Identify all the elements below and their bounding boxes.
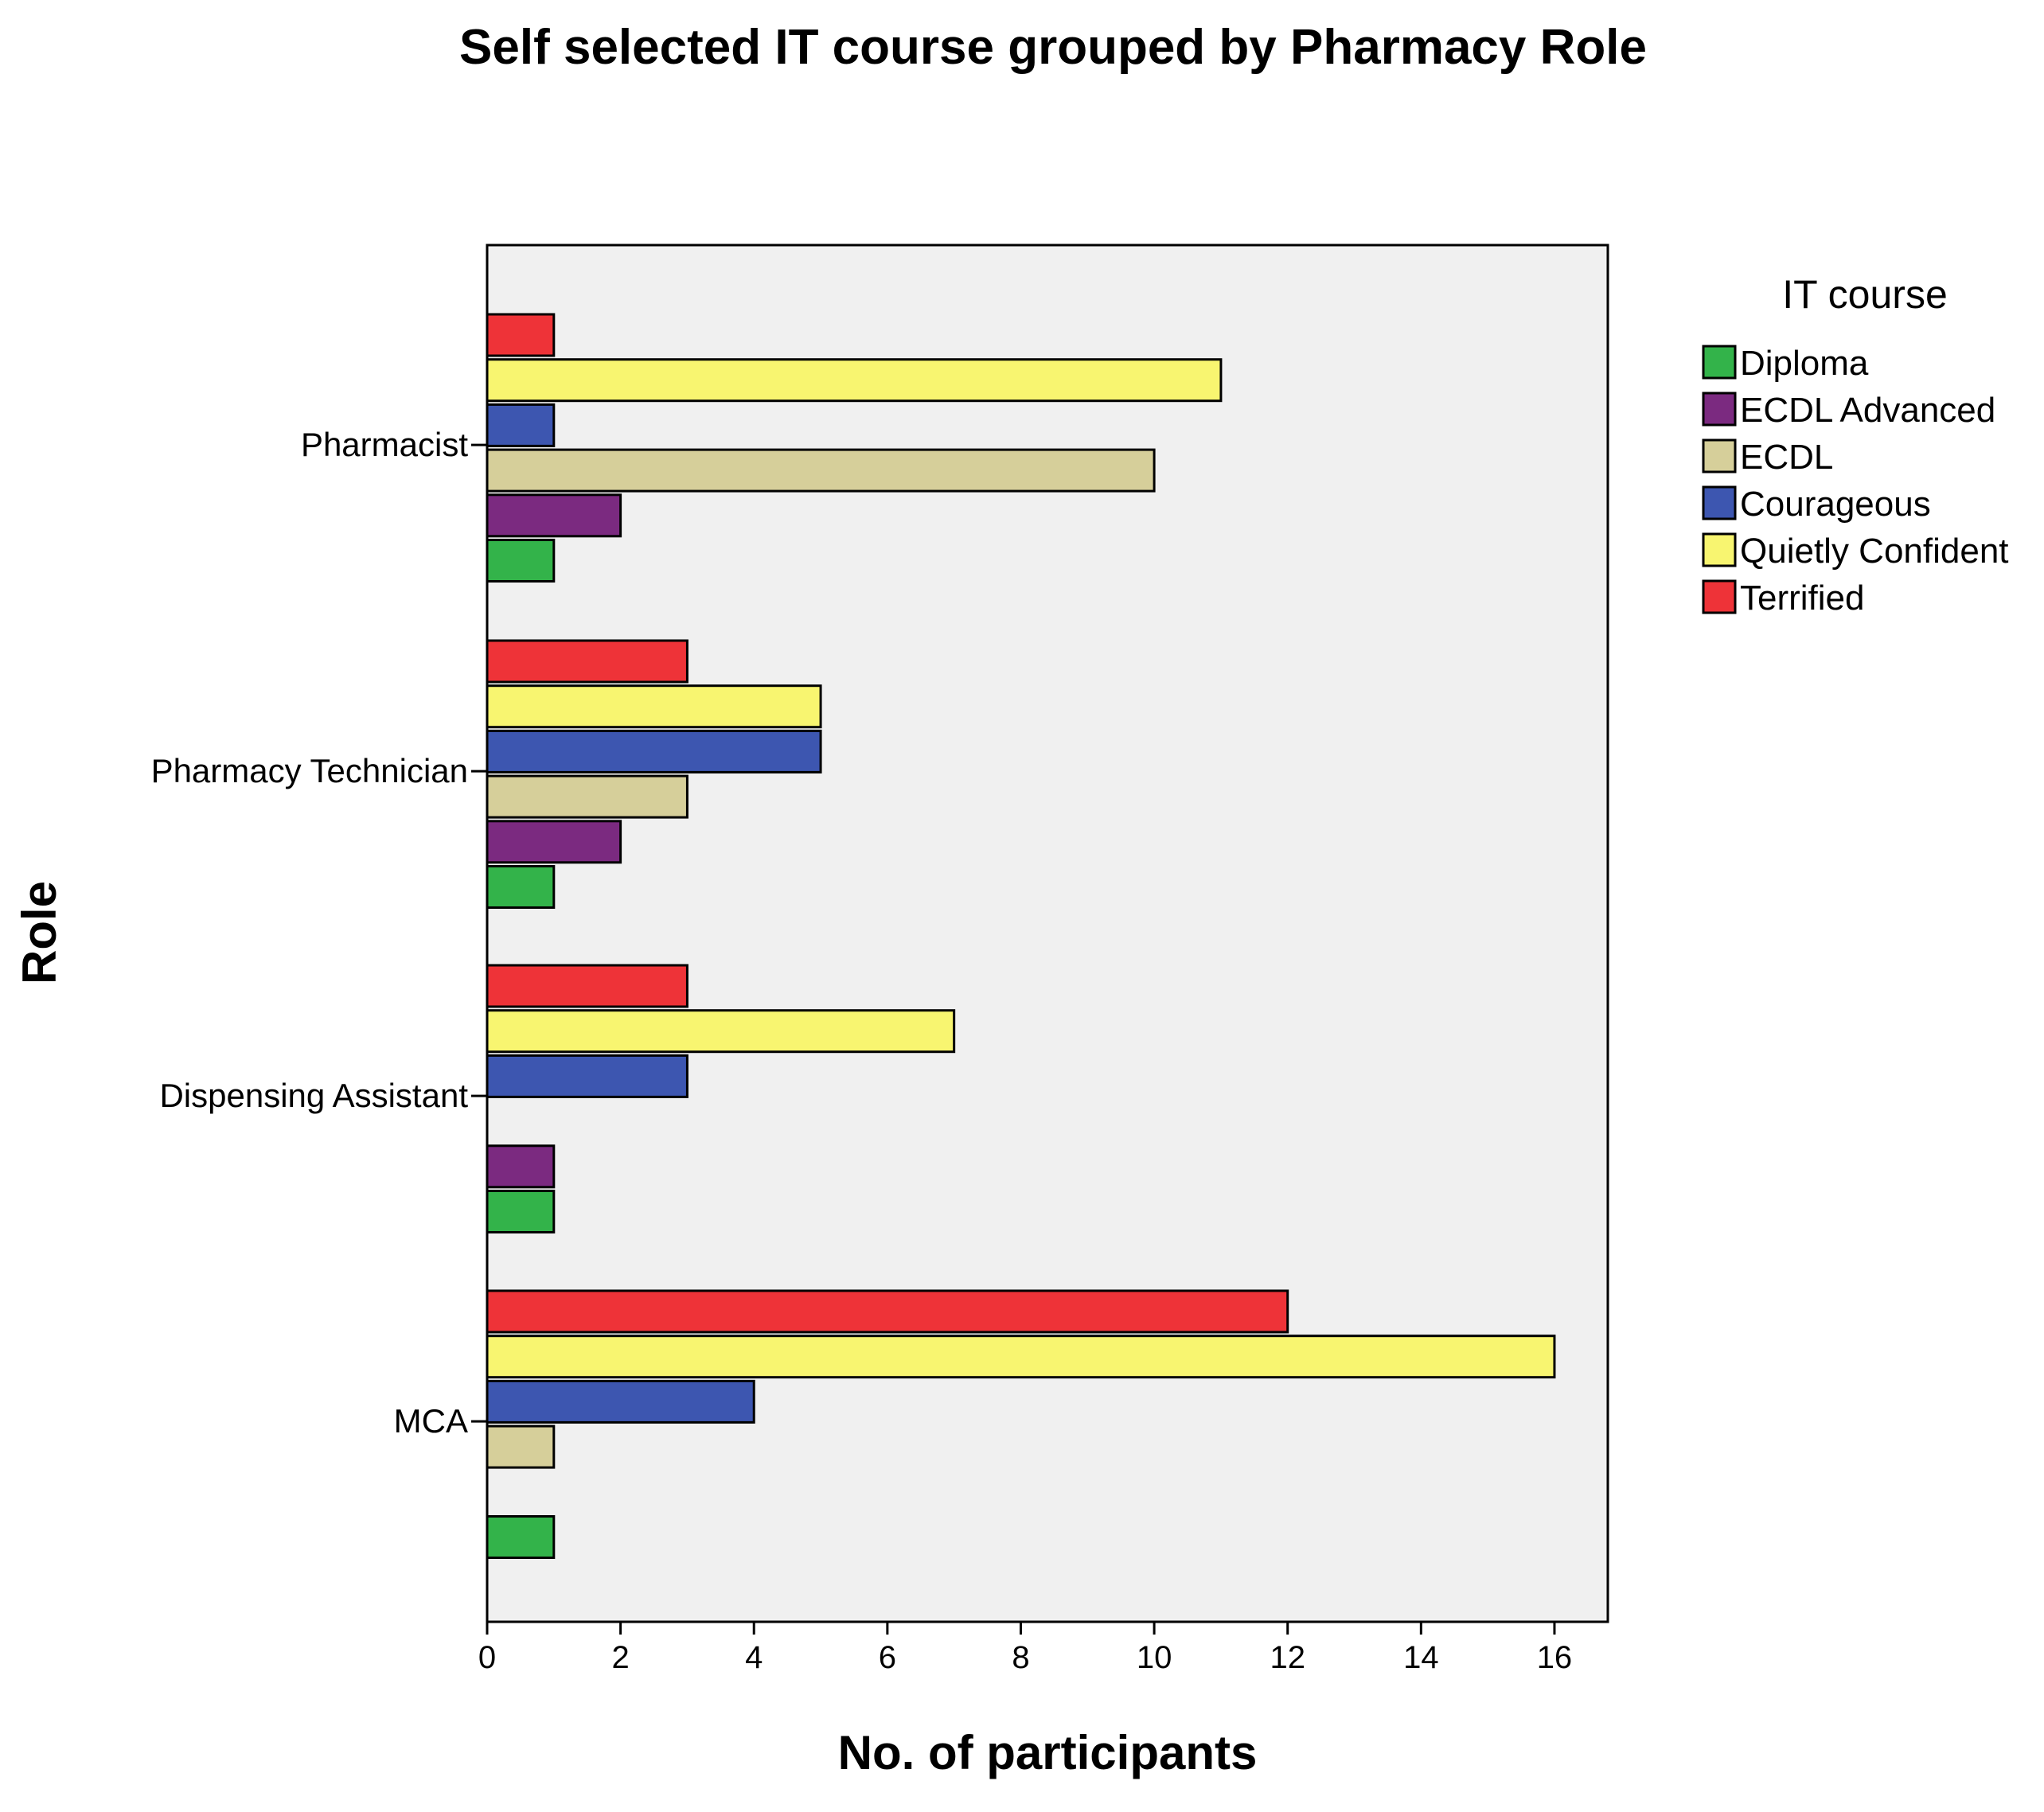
bar-pharmacy-technician-courageous: [486, 729, 822, 774]
legend-swatch-ecdl: [1702, 438, 1737, 473]
bar-pharmacist-terrified: [486, 313, 556, 357]
legend-label-terrified: Terrified: [1740, 579, 1865, 618]
legend: IT course Diploma ECDL Advanced ECDL Courag…: [1702, 272, 2009, 618]
legend-label-courageous: Courageous: [1740, 485, 1931, 524]
bar-pharmacist-ecdl: [486, 448, 1156, 493]
x-axis: 0 2 4 6 8 10 12 14 16: [478, 1622, 1572, 1675]
bar-pharmacy-technician-diploma: [486, 865, 556, 909]
x-tick-label: 0: [478, 1640, 496, 1675]
x-tick-label: 6: [879, 1640, 896, 1675]
bars-group: [486, 313, 1556, 1559]
legend-swatch-ecdl-advanced: [1702, 392, 1737, 427]
bar-pharmacy-technician-quietly-confident: [486, 684, 822, 729]
bar-pharmacist-ecdl-advanced: [486, 493, 622, 538]
bar-dispensing-assistant-courageous: [486, 1054, 688, 1098]
legend-title: IT course: [1782, 272, 1948, 317]
bar-pharmacist-diploma: [486, 539, 556, 583]
y-axis: Pharmacist Pharmacy Technician Dispensing …: [151, 426, 487, 1440]
bar-mca-terrified: [486, 1289, 1289, 1334]
legend-swatch-terrified: [1702, 579, 1737, 614]
bar-mca-ecdl: [486, 1424, 556, 1469]
y-tick-label-dispensing-assistant: Dispensing Assistant: [159, 1077, 468, 1114]
chart-title: Self selected IT course grouped by Pharm…: [459, 20, 1647, 75]
bar-mca-quietly-confident: [486, 1335, 1556, 1379]
bar-mca-diploma: [486, 1515, 556, 1559]
bar-pharmacy-technician-terrified: [486, 639, 688, 684]
bar-dispensing-assistant-terrified: [486, 964, 688, 1008]
legend-swatch-courageous: [1702, 485, 1737, 520]
legend-swatch-quietly-confident: [1702, 532, 1737, 567]
bar-pharmacy-technician-ecdl: [486, 774, 688, 819]
x-tick-label: 8: [1012, 1640, 1029, 1675]
x-axis-title: No. of participants: [838, 1726, 1258, 1779]
bar-dispensing-assistant-diploma: [486, 1190, 556, 1233]
bar-mca-courageous: [486, 1379, 755, 1424]
legend-label-ecdl: ECDL: [1740, 438, 1833, 477]
legend-swatch-diploma: [1702, 345, 1737, 380]
legend-label-diploma: Diploma: [1740, 344, 1869, 383]
bar-pharmacy-technician-ecdl-advanced: [486, 820, 622, 864]
x-tick-label: 12: [1270, 1640, 1305, 1675]
x-tick-label: 4: [745, 1640, 763, 1675]
x-tick-label: 16: [1537, 1640, 1573, 1675]
y-tick-label-pharmacy-technician: Pharmacy Technician: [151, 752, 468, 789]
legend-label-ecdl-advanced: ECDL Advanced: [1740, 391, 1995, 430]
y-tick-label-pharmacist: Pharmacist: [301, 426, 468, 463]
x-tick-label: 10: [1137, 1640, 1172, 1675]
bar-dispensing-assistant-quietly-confident: [486, 1009, 956, 1054]
y-tick-label-mca: MCA: [394, 1402, 468, 1440]
x-tick-label: 14: [1403, 1640, 1439, 1675]
legend-label-quietly-confident: Quietly Confident: [1740, 532, 2009, 571]
x-tick-label: 2: [611, 1640, 629, 1675]
bar-pharmacist-quietly-confident: [486, 358, 1223, 403]
y-axis-title: Role: [13, 881, 66, 984]
bar-pharmacist-courageous: [486, 403, 556, 447]
bar-dispensing-assistant-ecdl-advanced: [486, 1144, 556, 1189]
